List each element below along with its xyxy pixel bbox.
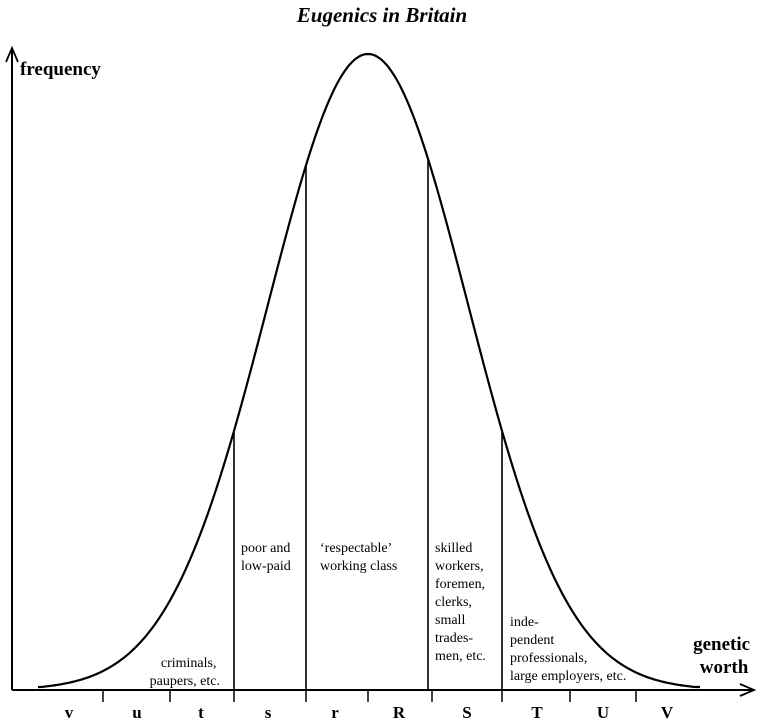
- grade-label: R: [393, 703, 406, 722]
- region-label-working-class: ‘respectable’ working class: [320, 541, 397, 574]
- grade-ticks: [102, 690, 637, 702]
- grade-label: T: [531, 703, 543, 722]
- diagram-title: Eugenics in Britain: [296, 3, 467, 27]
- region-label-skilled: skilled workers, foremen, clerks, small …: [435, 541, 489, 664]
- x-axis-label: genetic worth: [693, 634, 755, 678]
- grade-label: r: [331, 703, 339, 722]
- grade-label: s: [265, 703, 272, 722]
- grade-label: t: [198, 703, 204, 722]
- grade-label: u: [132, 703, 141, 722]
- region-label-poor: poor and low-paid: [241, 541, 294, 574]
- grade-labels: v u t s r R S T U V: [65, 703, 674, 722]
- region-label-professionals: inde- pendent professionals, large emplo…: [510, 615, 626, 684]
- region-label-criminals: criminals, paupers, etc.: [150, 656, 220, 689]
- grade-label: U: [597, 703, 609, 722]
- grade-label: V: [661, 703, 674, 722]
- class-dividers: [233, 158, 503, 690]
- grade-label: S: [462, 703, 471, 722]
- grade-label: v: [65, 703, 74, 722]
- y-axis-arrowhead: [5, 45, 19, 63]
- x-axis-arrowhead: [739, 683, 757, 697]
- y-axis-label: frequency: [20, 59, 101, 80]
- bell-curve: [38, 52, 700, 689]
